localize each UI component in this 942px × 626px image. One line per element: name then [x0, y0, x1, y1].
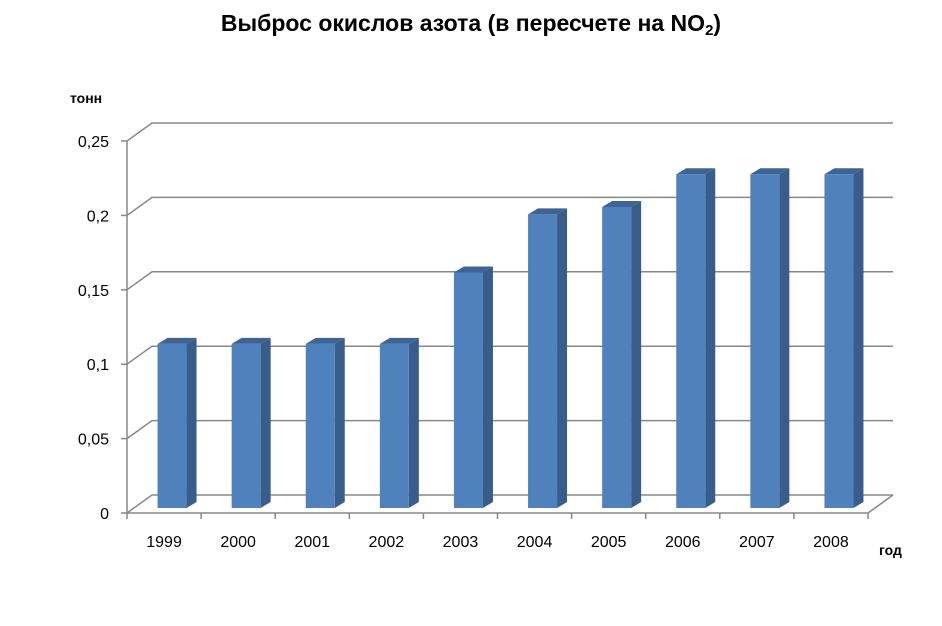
chart-title-text: Выброс окислов азота (в пересчете на NO: [220, 10, 706, 36]
bar: [676, 174, 706, 509]
bar-side: [631, 200, 642, 508]
y-tick-label: 0: [100, 506, 109, 523]
bar: [305, 343, 335, 508]
floor-edge: [867, 494, 894, 514]
bar-top: [305, 337, 345, 344]
bar-top: [453, 266, 493, 273]
bar-top: [379, 337, 419, 344]
chart-title-suffix: ): [713, 10, 722, 36]
x-tick-label: 2008: [813, 534, 849, 551]
bar-side: [779, 168, 790, 509]
bar: [602, 206, 632, 508]
x-tick-label: 2001: [294, 534, 330, 551]
gridline: [126, 345, 893, 365]
bar-top: [824, 168, 864, 175]
bar-top: [528, 208, 568, 215]
bar-side: [482, 266, 493, 508]
bar-side: [853, 168, 864, 509]
bar-side: [334, 337, 345, 508]
bar-top: [750, 168, 790, 175]
x-axis-title: год: [879, 542, 902, 558]
y-tick-labels: 0 0,05 0,1 0,15 0,2 0,25: [78, 134, 109, 523]
bar: [231, 343, 261, 508]
y-tick-label: 0,15: [78, 283, 109, 300]
y-axis-title: тонн: [70, 90, 102, 106]
bar-side: [557, 208, 568, 508]
y-tick-label: 0,25: [78, 134, 109, 151]
gridline: [126, 271, 893, 291]
bar: [528, 214, 558, 508]
x-tick-label: 2005: [591, 534, 627, 551]
bar: [453, 272, 483, 508]
x-tick-label: 2007: [739, 534, 775, 551]
bar-side: [260, 337, 271, 508]
bars: [157, 168, 864, 509]
gridline: [126, 494, 893, 514]
bar-top: [231, 337, 271, 344]
x-tick-labels: 1999 2000 2001 2002 2003 2004 2005 2006 2007 2008: [146, 534, 849, 551]
bar: [750, 174, 780, 509]
bar-top: [602, 200, 642, 207]
axes: [121, 140, 894, 519]
bar-top: [676, 168, 716, 175]
gridline: [126, 122, 893, 142]
gridline: [126, 419, 893, 440]
y-tick-label: 0,05: [78, 432, 109, 449]
bar-side: [408, 337, 419, 508]
x-tick-label: 2003: [443, 534, 479, 551]
bar-side: [186, 337, 197, 508]
x-tick-label: 2000: [220, 534, 256, 551]
bar: [379, 343, 409, 508]
bar-side: [705, 168, 716, 509]
chart-title: Выброс окислов азота (в пересчете на NO2…: [0, 10, 942, 39]
y-tick-label: 0,2: [87, 208, 109, 225]
x-tick-label: 2004: [517, 534, 553, 551]
x-tick-label: 1999: [146, 534, 182, 551]
gridlines: [126, 122, 893, 514]
bar: [824, 174, 854, 509]
y-tick-label: 0,1: [87, 357, 109, 374]
x-tick-label: 2002: [369, 534, 405, 551]
bar: [157, 343, 187, 508]
bar-top: [157, 337, 197, 344]
gridline: [126, 196, 893, 217]
x-tick-label: 2006: [665, 534, 701, 551]
chart-title-subscript: 2: [705, 22, 714, 39]
